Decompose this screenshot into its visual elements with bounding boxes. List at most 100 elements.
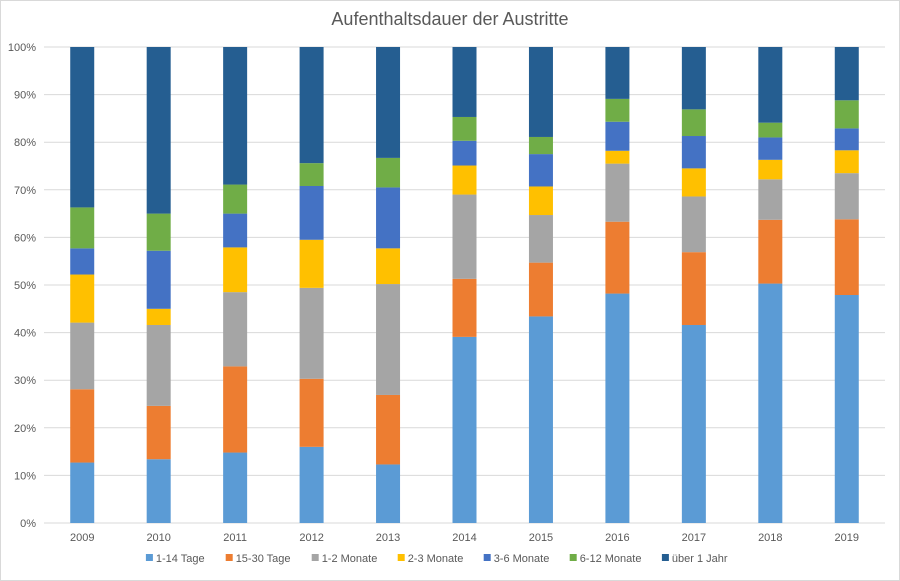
- bar-segment: [146, 47, 171, 214]
- bar-segment: [299, 287, 324, 379]
- bar-segment: [452, 278, 477, 337]
- bar-segment: [528, 316, 553, 523]
- bar-segment: [758, 219, 783, 284]
- y-tick-label: 90%: [14, 90, 36, 102]
- bar-segment: [834, 294, 859, 523]
- bar-segment: [70, 248, 95, 275]
- bar-segment: [223, 452, 248, 523]
- bar-segment: [299, 446, 324, 523]
- legend-label: 15-30 Tage: [236, 553, 291, 565]
- bar-segment: [605, 150, 630, 164]
- x-tick-label: 2015: [529, 532, 553, 544]
- bar-segment: [223, 47, 248, 185]
- bar-segment: [452, 336, 477, 523]
- x-tick-label: 2017: [682, 532, 706, 544]
- bar-segment: [223, 247, 248, 293]
- x-tick-label: 2009: [70, 532, 94, 544]
- bar-segment: [452, 194, 477, 279]
- bar-segment: [681, 47, 706, 110]
- bar-segment: [605, 221, 630, 294]
- y-tick-label: 0%: [20, 518, 36, 530]
- legend-swatch: [397, 554, 405, 561]
- bar-segment: [299, 47, 324, 164]
- y-tick-label: 30%: [14, 375, 36, 387]
- x-tick-label: 2010: [146, 532, 170, 544]
- bar-segment: [223, 213, 248, 248]
- bar-segment: [452, 47, 477, 117]
- legend-swatch: [569, 554, 577, 561]
- bar-segment: [528, 215, 553, 263]
- bar-segment: [376, 464, 401, 523]
- bar-segment: [528, 136, 553, 155]
- y-tick-label: 60%: [14, 232, 36, 244]
- legend-label: über 1 Jahr: [672, 553, 728, 565]
- bar-segment: [223, 184, 248, 214]
- bar-segment: [223, 366, 248, 453]
- bar-segment: [146, 308, 171, 325]
- bar-segment: [758, 283, 783, 523]
- bar-segment: [834, 128, 859, 151]
- bar-segment: [605, 47, 630, 99]
- bar-segment: [452, 165, 477, 195]
- bar-segment: [299, 163, 324, 186]
- bar-segment: [70, 462, 95, 523]
- bar-segment: [681, 252, 706, 325]
- x-tick-label: 2011: [223, 532, 247, 544]
- bar-segment: [681, 168, 706, 197]
- bar-segment: [681, 136, 706, 169]
- x-tick-label: 2013: [376, 532, 400, 544]
- y-tick-label: 80%: [14, 137, 36, 149]
- bar-segment: [452, 140, 477, 166]
- legend-swatch: [225, 554, 233, 561]
- bar-segment: [376, 187, 401, 249]
- bar-segment: [376, 394, 401, 465]
- x-tick-label: 2019: [835, 532, 859, 544]
- bar-segment: [758, 47, 783, 123]
- chart-title: Aufenthaltsdauer der Austritte: [331, 9, 569, 29]
- legend-label: 1-14 Tage: [156, 553, 205, 565]
- bar-segment: [376, 248, 401, 285]
- x-tick-label: 2014: [452, 532, 476, 544]
- bar-segment: [758, 137, 783, 160]
- bar-segment: [70, 207, 95, 249]
- bar-segment: [605, 163, 630, 222]
- y-tick-label: 100%: [8, 42, 36, 54]
- bar-segment: [376, 47, 401, 158]
- bar-segment: [528, 47, 553, 137]
- bar-segment: [758, 159, 783, 180]
- bar-segment: [834, 150, 859, 174]
- y-tick-label: 50%: [14, 280, 36, 292]
- bar-segment: [223, 292, 248, 367]
- bar-segment: [146, 213, 171, 251]
- bar-segment: [70, 322, 95, 390]
- bar-segment: [299, 239, 324, 288]
- bar-segment: [70, 274, 95, 323]
- bar-segment: [758, 179, 783, 220]
- bar-segment: [299, 378, 324, 447]
- legend-label: 3-6 Monate: [494, 553, 550, 565]
- bar-segment: [146, 459, 171, 523]
- legend-swatch: [311, 554, 319, 561]
- bar-segment: [834, 47, 859, 101]
- bar-segment: [681, 109, 706, 137]
- bar-segment: [834, 100, 859, 129]
- legend-label: 2-3 Monate: [408, 553, 464, 565]
- legend-label: 1-2 Monate: [322, 553, 378, 565]
- bar-segment: [299, 185, 324, 240]
- legend-swatch: [145, 554, 153, 561]
- x-tick-label: 2012: [299, 532, 323, 544]
- bar-segment: [528, 154, 553, 187]
- bar-segment: [834, 173, 859, 220]
- bar-segment: [681, 324, 706, 523]
- bar-segment: [758, 122, 783, 138]
- x-tick-label: 2016: [605, 532, 629, 544]
- bar-segment: [452, 116, 477, 141]
- bar-segment: [605, 98, 630, 122]
- y-tick-label: 10%: [14, 470, 36, 482]
- legend-swatch: [661, 554, 669, 561]
- bar-segment: [528, 186, 553, 216]
- legend-swatch: [483, 554, 491, 561]
- bar-segment: [146, 324, 171, 406]
